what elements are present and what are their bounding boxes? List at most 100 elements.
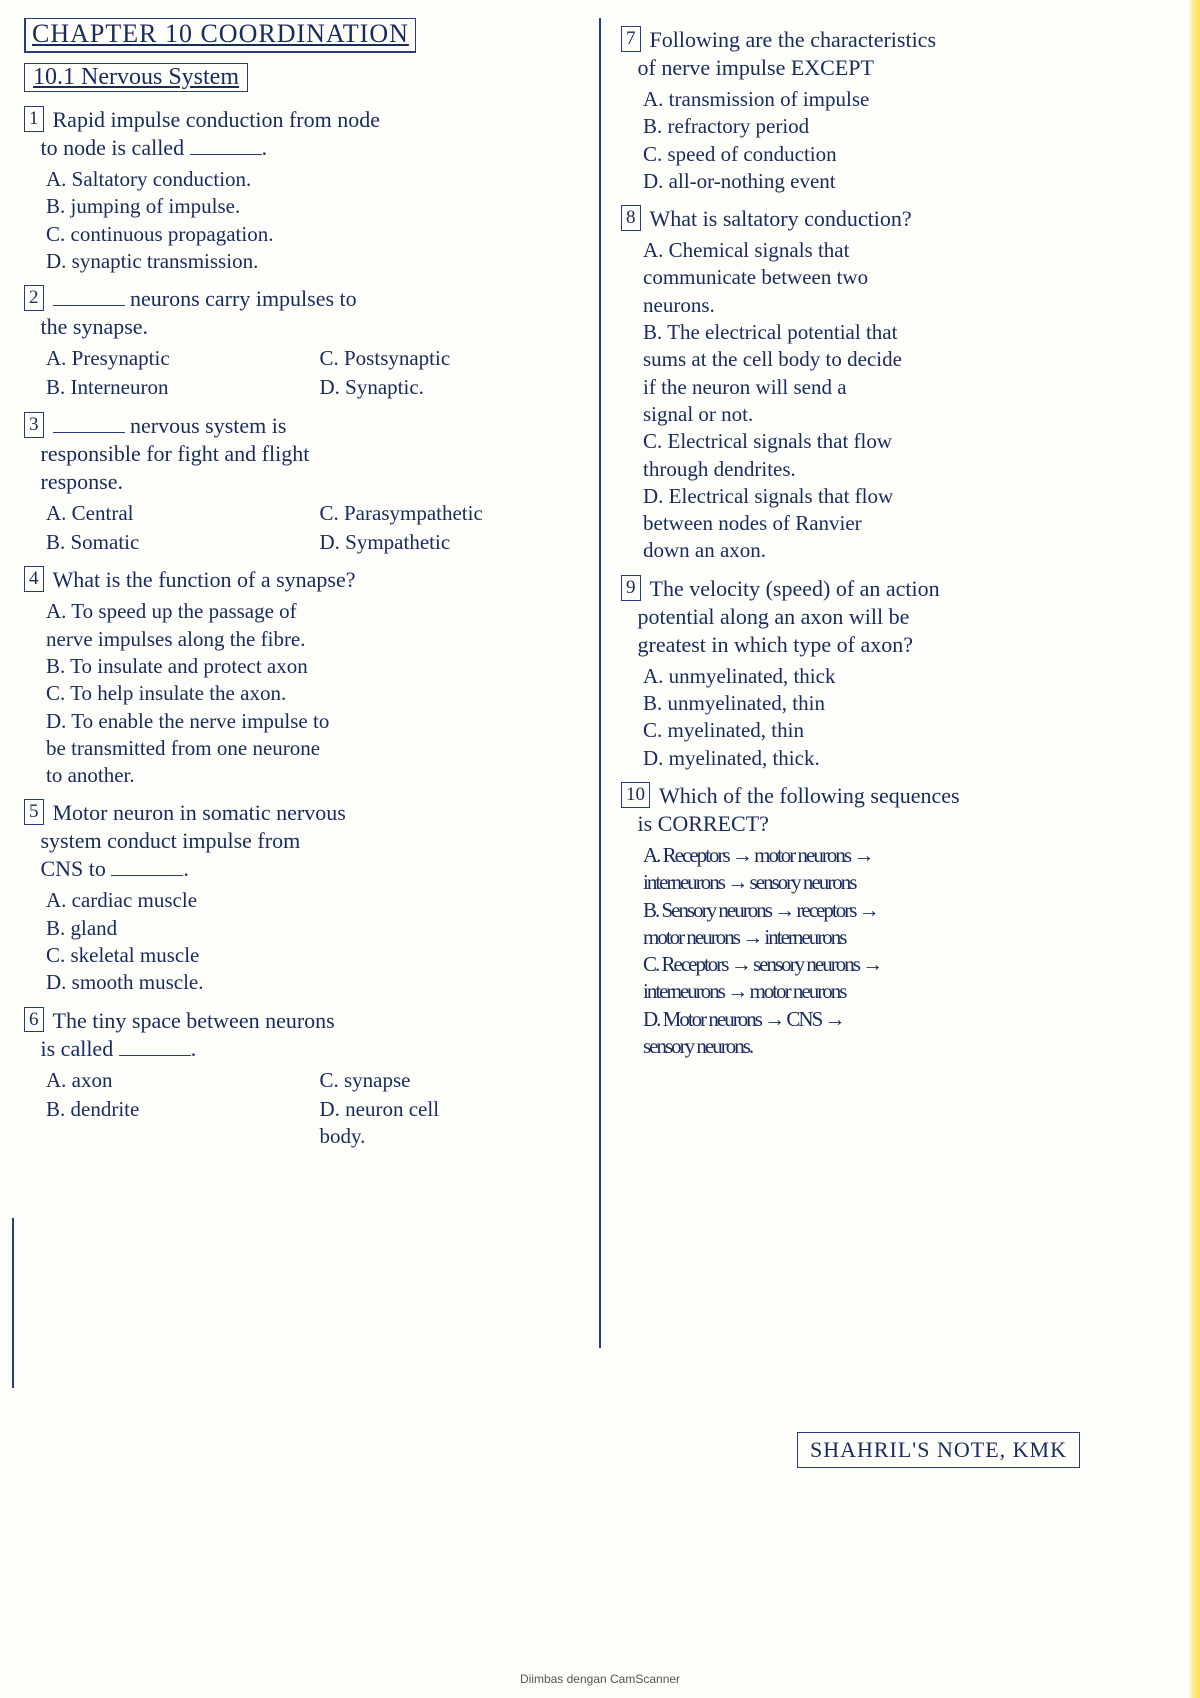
q4-number: 4 [24, 566, 44, 592]
page-yellow-edge [1188, 0, 1200, 1698]
q7-text: Following are the characteristics of ner… [621, 27, 936, 80]
q6-opt-a: A. axon [46, 1067, 306, 1094]
q3-line1: nervous system is [130, 413, 286, 438]
q9-opt-a: A. unmyelinated, thick [643, 663, 1176, 690]
q4-opt-a1: A. To speed up the passage of [46, 598, 579, 625]
q2-text: neurons carry impulses to the synapse. [24, 286, 357, 339]
scanner-watermark: Diimbas dengan CamScanner [0, 1672, 1200, 1686]
q2-opt-c: C. Postsynaptic [320, 345, 580, 372]
q7-opt-b: B. refractory period [643, 113, 1176, 140]
q3-line2: responsible for fight and flight [41, 441, 310, 466]
q7-opt-c: C. speed of conduction [643, 141, 1176, 168]
q5-blank [111, 862, 183, 876]
q1-opt-c: C. continuous propagation. [46, 221, 579, 248]
q5-opt-d: D. smooth muscle. [46, 969, 579, 996]
q4-opt-d2: be transmitted from one neurone [46, 735, 579, 762]
q10-opt-d2: sensory neurons. [643, 1033, 1176, 1060]
q10-opt-a1: A. Receptors → motor neurons → [643, 842, 1176, 869]
q3-opt-c: C. Parasympathetic [320, 500, 580, 527]
question-4: 4 What is the function of a synapse? A. … [24, 566, 579, 789]
q2-line2: the synapse. [41, 314, 149, 339]
q1-number: 1 [24, 106, 44, 132]
q9-text: The velocity (speed) of an action potent… [621, 576, 940, 657]
question-9: 9 The velocity (speed) of an action pote… [621, 575, 1176, 772]
q2-opt-b: B. Interneuron [46, 374, 306, 401]
question-8: 8 What is saltatory conduction? A. Chemi… [621, 205, 1176, 565]
q9-opt-b: B. unmyelinated, thin [643, 690, 1176, 717]
q5-opt-a: A. cardiac muscle [46, 887, 579, 914]
q10-opt-c2: interneurons → motor neurons [643, 978, 1176, 1005]
q2-options: A. Presynaptic C. Postsynaptic B. Intern… [46, 345, 579, 402]
q1-opt-d: D. synaptic transmission. [46, 248, 579, 275]
q10-number: 10 [621, 782, 650, 808]
footer-credit: SHAHRIL'S NOTE, KMK [797, 1432, 1080, 1468]
left-column: CHAPTER 10 COORDINATION 10.1 Nervous Sys… [24, 18, 579, 1348]
q6-number: 6 [24, 1007, 44, 1033]
q8-options: A. Chemical signals that communicate bet… [643, 237, 1176, 565]
q5-options: A. cardiac muscle B. gland C. skeletal m… [46, 887, 579, 996]
q10-opt-b1: B. Sensory neurons → receptors → [643, 897, 1176, 924]
q1-text: Rapid impulse conduction from node to no… [24, 107, 380, 160]
q4-text: What is the function of a synapse? [53, 567, 356, 592]
q1-opt-a: A. Saltatory conduction. [46, 166, 579, 193]
q1-options: A. Saltatory conduction. B. jumping of i… [46, 166, 579, 275]
q9-options: A. unmyelinated, thick B. unmyelinated, … [643, 663, 1176, 772]
q4-options: A. To speed up the passage of nerve impu… [46, 598, 579, 789]
page-columns: CHAPTER 10 COORDINATION 10.1 Nervous Sys… [24, 18, 1176, 1348]
q6-opt-c: C. synapse [320, 1067, 580, 1094]
q4-opt-c: C. To help insulate the axon. [46, 680, 579, 707]
q1-opt-b: B. jumping of impulse. [46, 193, 579, 220]
q5-line2: system conduct impulse from [41, 828, 301, 853]
q9-opt-c: C. myelinated, thin [643, 717, 1176, 744]
q10-opt-d1: D. Motor neurons → CNS → [643, 1006, 1176, 1033]
q5-number: 5 [24, 799, 44, 825]
q7-options: A. transmission of impulse B. refractory… [643, 86, 1176, 195]
q2-line1: neurons carry impulses to [130, 286, 357, 311]
q10-opt-a2: interneurons → sensory neurons [643, 869, 1176, 896]
chapter-title: CHAPTER 10 COORDINATION [24, 18, 416, 53]
q9-line2: potential along an axon will be [638, 604, 910, 629]
q5-line3: CNS to [41, 856, 106, 881]
q3-opt-a: A. Central [46, 500, 306, 527]
q8-number: 8 [621, 205, 641, 231]
q6-line2: is called [41, 1036, 114, 1061]
stray-vertical-line [12, 1218, 14, 1388]
q7-opt-d: D. all-or-nothing event [643, 168, 1176, 195]
question-7: 7 Following are the characteristics of n… [621, 26, 1176, 195]
q7-opt-a: A. transmission of impulse [643, 86, 1176, 113]
q6-opt-d2: body. [320, 1123, 580, 1150]
q6-opt-b: B. dendrite [46, 1096, 306, 1151]
q7-number: 7 [621, 26, 641, 52]
q9-opt-d: D. myelinated, thick. [643, 745, 1176, 772]
q2-number: 2 [24, 285, 44, 311]
q3-opt-d: D. Sympathetic [320, 529, 580, 556]
q4-opt-b: B. To insulate and protect axon [46, 653, 579, 680]
question-3: 3 nervous system is responsible for figh… [24, 412, 579, 557]
section-title: 10.1 Nervous System [24, 63, 248, 92]
q8-text: What is saltatory conduction? [650, 206, 912, 231]
q2-opt-d: D. Synaptic. [320, 374, 580, 401]
column-divider [599, 18, 601, 1348]
q1-line2: to node is called [41, 135, 185, 160]
q10-options: A. Receptors → motor neurons → interneur… [643, 842, 1176, 1060]
q8-opt-d1: D. Electrical signals that flow [643, 483, 1176, 510]
q3-blank [53, 419, 125, 433]
right-column: 7 Following are the characteristics of n… [621, 18, 1176, 1348]
q1-blank [190, 141, 262, 155]
question-2: 2 neurons carry impulses to the synapse.… [24, 285, 579, 402]
question-5: 5 Motor neuron in somatic nervous system… [24, 799, 579, 996]
q9-line1: The velocity (speed) of an action [650, 576, 940, 601]
q9-line3: greatest in which type of axon? [638, 632, 914, 657]
q10-text: Which of the following sequences is CORR… [621, 783, 960, 836]
q3-opt-b: B. Somatic [46, 529, 306, 556]
q8-opt-a2: communicate between two [643, 264, 1176, 291]
q6-blank [119, 1042, 191, 1056]
q5-text: Motor neuron in somatic nervous system c… [24, 800, 346, 881]
q8-opt-d2: between nodes of Ranvier [643, 510, 1176, 537]
q4-opt-d1: D. To enable the nerve impulse to [46, 708, 579, 735]
q2-blank [53, 292, 125, 306]
question-6: 6 The tiny space between neurons is call… [24, 1007, 579, 1151]
q4-opt-a2: nerve impulses along the fibre. [46, 626, 579, 653]
q10-line1: Which of the following sequences [659, 783, 960, 808]
q8-opt-c1: C. Electrical signals that flow [643, 428, 1176, 455]
